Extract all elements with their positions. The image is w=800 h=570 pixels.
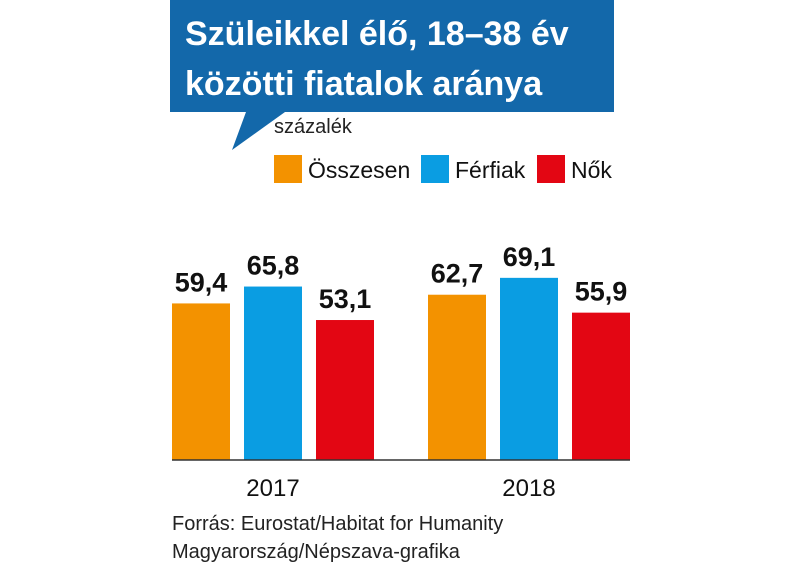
bar-2018-osszesen bbox=[428, 294, 486, 460]
legend-swatch-ferfiak bbox=[421, 155, 449, 183]
legend-swatch-nok bbox=[537, 155, 565, 183]
legend-label-ferfiak: Férfiak bbox=[455, 157, 526, 183]
bar-2017-ferfiak bbox=[244, 286, 302, 460]
source-line-1: Forrás: Eurostat/Habitat for Humanity bbox=[172, 513, 503, 535]
value-label-2018-ferfiak: 69,1 bbox=[503, 242, 556, 272]
chart-title-line-2: közötti fiatalok aránya bbox=[185, 65, 543, 103]
value-label-2017-osszesen: 59,4 bbox=[175, 267, 228, 297]
bar-2017-nok bbox=[316, 320, 374, 460]
value-label-2017-ferfiak: 65,8 bbox=[247, 251, 300, 281]
legend-label-osszesen: Összesen bbox=[308, 157, 410, 183]
legend: Összesen Férfiak Nők bbox=[274, 155, 612, 183]
value-label-2018-nok: 55,9 bbox=[575, 277, 628, 307]
source-line-2: Magyarország/Népszava-grafika bbox=[172, 541, 461, 563]
title-box bbox=[170, 0, 614, 150]
value-label-2017-nok: 53,1 bbox=[319, 284, 372, 314]
value-label-2018-osszesen: 62,7 bbox=[431, 259, 484, 289]
legend-swatch-osszesen bbox=[274, 155, 302, 183]
category-label-2018: 2018 bbox=[502, 475, 555, 502]
bar-2017-osszesen bbox=[172, 303, 230, 460]
bar-2018-ferfiak bbox=[500, 277, 558, 460]
unit-label: százalék bbox=[274, 116, 353, 138]
chart-title-line-1: Szüleikkel élő, 18–38 év bbox=[185, 15, 569, 53]
category-label-2017: 2017 bbox=[246, 475, 299, 502]
plot-area: 59,4 65,8 53,1 2017 62,7 69,1 55,9 2018 bbox=[172, 242, 630, 502]
bar-2018-nok bbox=[572, 312, 630, 460]
legend-label-nok: Nők bbox=[571, 157, 612, 183]
